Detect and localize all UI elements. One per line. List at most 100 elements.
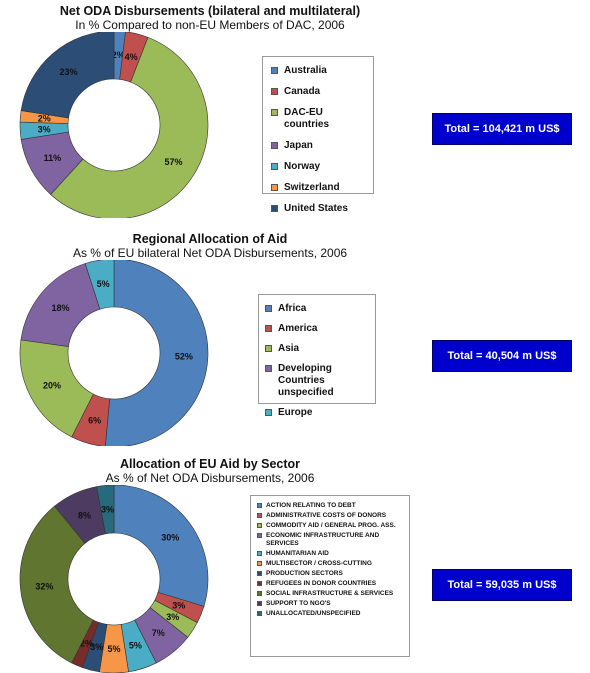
chart-panel-sector: Allocation of EU Aid by Sector As % of N… (0, 455, 590, 673)
legend-swatch (257, 611, 262, 616)
legend-item-social-infrastructure-services: SOCIAL INFRASTRUCTURE & SERVICES (257, 590, 405, 598)
legend-swatch (257, 561, 262, 566)
slice-label-action-relating-to-debt: 30% (161, 532, 179, 542)
slice-label-economic-infrastructure-and-services: 7% (152, 628, 165, 638)
legend-label: Europe (278, 407, 313, 418)
legend-swatch (265, 345, 272, 352)
legend-label: America (278, 323, 318, 334)
chart-title: Regional Allocation of Aid (132, 232, 288, 246)
slice-africa (104, 260, 209, 446)
legend-swatch (265, 409, 272, 416)
chart-subtitle: As % of Net ODA Disbursements, 2006 (105, 471, 315, 485)
slice-label-australia: 2% (112, 50, 125, 60)
legend-label: UNALLOCATED/UNSPECIFIED (266, 610, 361, 617)
legend-swatch (257, 571, 262, 576)
slice-unallocated-unspecified (96, 485, 115, 535)
legend-item-production-sectors: PRODUCTION SECTORS (257, 570, 405, 578)
legend-swatch (271, 142, 278, 149)
legend-label: HUMANITARIAN AID (266, 550, 329, 557)
legend-label: ECONOMIC INFRASTRUCTURE AND SERVICES (266, 532, 380, 547)
legend-item-europe: Europe (265, 407, 371, 419)
slice-label-production-sectors: 3% (90, 642, 103, 652)
chart-subtitle: In % Compared to non-EU Members of DAC, … (75, 18, 345, 32)
legend-item-japan: Japan (271, 140, 367, 152)
slice-label-america: 6% (88, 415, 101, 425)
slice-dac-eu-countries (50, 36, 209, 218)
legend-item-humanitarian-aid: HUMANITARIAN AID (257, 550, 405, 558)
chart-title-block: Regional Allocation of Aid As % of EU bi… (0, 232, 420, 260)
slice-label-united-states: 23% (59, 67, 77, 77)
legend-item-norway: Norway (271, 161, 367, 173)
legend-label: DAC-EU countries (284, 107, 330, 130)
slice-label-asia: 20% (43, 380, 61, 390)
legend-item-support-to-ngo-s: SUPPORT TO NGO'S (257, 600, 405, 608)
slice-label-multisector-cross-cutting: 5% (107, 644, 120, 654)
legend-item-australia: Australia (271, 65, 367, 77)
legend-item-refugees-in-donor-countries: REFUGEES IN DONOR COUNTRIES (257, 580, 405, 588)
legend-item-multisector-cross-cutting: MULTISECTOR / CROSS-CUTTING (257, 560, 405, 568)
legend-label: PRODUCTION SECTORS (266, 570, 343, 577)
legend-label: Developing Countries unspecified (278, 363, 334, 398)
legend-label: SOCIAL INFRASTRUCTURE & SERVICES (266, 590, 394, 597)
legend-item-america: America (265, 323, 371, 335)
legend-oda: Australia Canada DAC-EU countries Japan Norw… (262, 56, 374, 214)
legend-swatch (257, 533, 262, 538)
legend-label: REFUGEES IN DONOR COUNTRIES (266, 580, 377, 587)
legend-label: Switzerland (284, 182, 340, 193)
legend-item-unallocated-unspecified: UNALLOCATED/UNSPECIFIED (257, 610, 405, 618)
donut-chart-regional: 52% 6% 20% 18% 5% (19, 260, 209, 446)
legend-item-action-relating-to-debt: ACTION RELATING TO DEBT (257, 502, 405, 510)
legend-label: Australia (284, 65, 327, 76)
legend-swatch (271, 109, 278, 116)
chart-title: Net ODA Disbursements (bilateral and mul… (59, 4, 361, 18)
legend-swatch (265, 325, 272, 332)
legend-item-dac-eu-countries: DAC-EU countries (271, 107, 367, 131)
legend-label: MULTISECTOR / CROSS-CUTTING (266, 560, 372, 567)
slice-europe (84, 260, 115, 310)
legend-label: Norway (284, 161, 321, 172)
legend-swatch (271, 205, 278, 212)
slice-label-canada: 4% (125, 52, 138, 62)
legend-swatch (265, 305, 272, 312)
slice-label-dac-eu-countries: 57% (165, 157, 183, 167)
legend-swatch (257, 523, 262, 528)
legend-item-developing-countries-unspecified: Developing Countries unspecified (265, 363, 371, 399)
legend-item-asia: Asia (265, 343, 371, 355)
legend-item-administrative-costs-of-donors: ADMINISTRATIVE COSTS OF DONORS (257, 512, 405, 520)
slice-united-states (20, 32, 115, 119)
chart-title: Allocation of EU Aid by Sector (119, 457, 301, 471)
legend-swatch (271, 88, 278, 95)
slice-label-humanitarian-aid: 5% (129, 641, 142, 651)
chart-title-block: Net ODA Disbursements (bilateral and mul… (0, 4, 420, 32)
legend-label: SUPPORT TO NGO'S (266, 600, 331, 607)
legend-label: ADMINISTRATIVE COSTS OF DONORS (266, 512, 387, 519)
chart-panel-regional: Regional Allocation of Aid As % of EU bi… (0, 226, 590, 448)
slice-action-relating-to-debt (113, 485, 209, 607)
legend-item-economic-infrastructure-and-services: ECONOMIC INFRASTRUCTURE AND SERVICES (257, 532, 405, 548)
legend-label: Japan (284, 140, 313, 151)
legend-swatch (257, 601, 262, 606)
total-box-sector: Total = 59,035 m US$ (432, 569, 572, 601)
legend-label: ACTION RELATING TO DEBT (266, 502, 356, 509)
slice-label-norway: 3% (38, 124, 51, 134)
chart-panel-oda: Net ODA Disbursements (bilateral and mul… (0, 0, 590, 220)
slice-label-social-infrastructure-services: 32% (35, 582, 53, 592)
slice-label-unallocated-unspecified: 3% (101, 504, 114, 514)
slice-label-switzerland: 2% (38, 114, 51, 124)
legend-swatch (257, 503, 262, 508)
donut-chart-oda: 2% 4%57%11%3%2%23% (19, 32, 209, 218)
slice-label-africa: 52% (175, 351, 193, 361)
legend-regional: Africa America Asia Developing Countries un… (258, 294, 376, 418)
legend-swatch (257, 591, 262, 596)
legend-swatch (271, 184, 278, 191)
slice-social-infrastructure-services (19, 505, 94, 664)
legend-swatch (265, 365, 272, 372)
legend-item-switzerland: Switzerland (271, 182, 367, 194)
slice-label-administrative-costs-of-donors: 3% (172, 601, 185, 611)
legend-label: Africa (278, 303, 307, 314)
legend-item-commodity-aid-general-prog-ass: COMMODITY AID / GENERAL PROG. ASS. (257, 522, 405, 530)
legend-item-africa: Africa (265, 303, 371, 315)
legend-label: Asia (278, 343, 300, 354)
donut-chart-sector: 30%3%3%7%5%5%3%2%32%8%3% (19, 485, 209, 673)
legend-swatch (271, 67, 278, 74)
